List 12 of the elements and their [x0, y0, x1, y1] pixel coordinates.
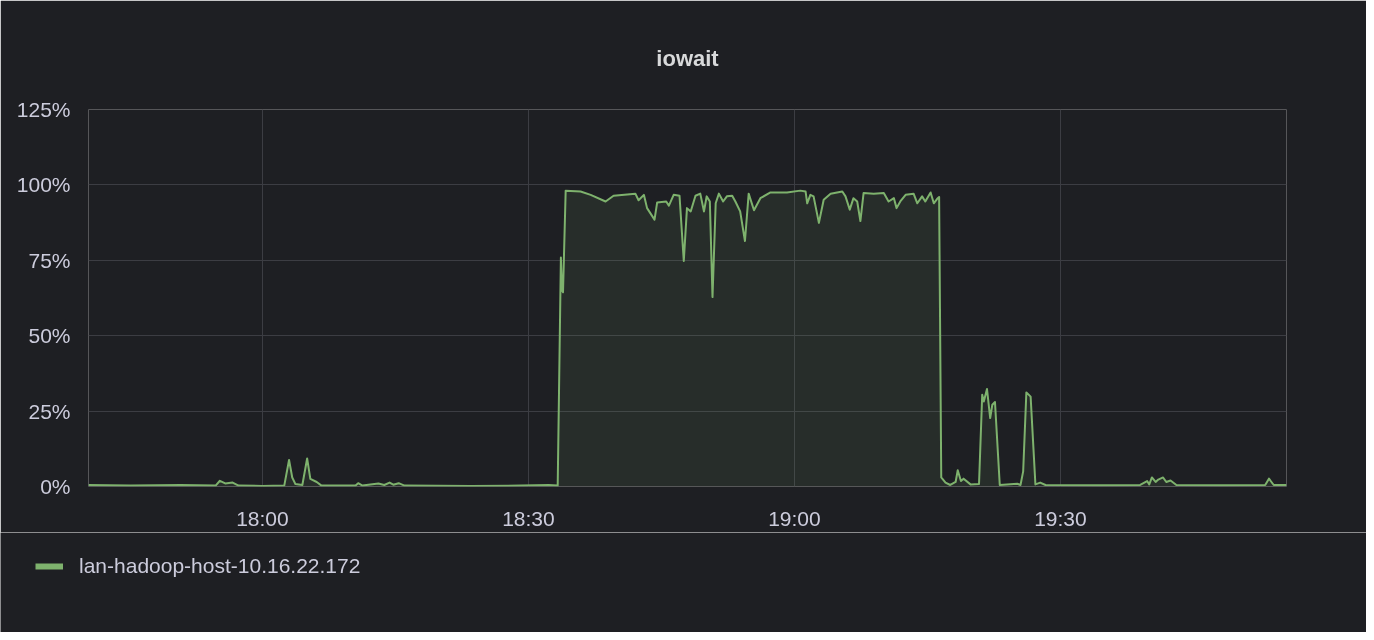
x-tick-label: 18:00 [236, 506, 289, 530]
y-tick-label: 125% [16, 98, 71, 121]
y-tick-label: 100% [16, 173, 71, 197]
y-tick-label: 25% [28, 399, 71, 423]
legend-label: lan-hadoop-host-10.16.22.172 [79, 554, 361, 578]
y-tick-label: 75% [28, 248, 71, 272]
chart-title: iowait [656, 45, 720, 71]
y-tick-label: 0% [40, 475, 71, 498]
x-tick-label: 19:30 [1034, 506, 1087, 530]
y-tick-label: 50% [28, 324, 71, 348]
x-tick-label: 18:30 [502, 506, 555, 530]
x-tick-label: 19:00 [768, 506, 821, 530]
